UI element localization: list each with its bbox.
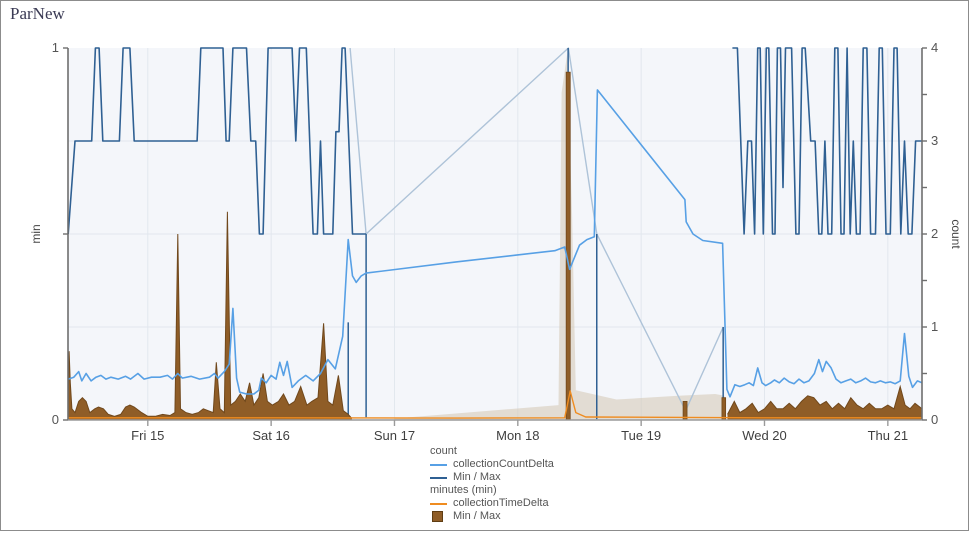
x-tick-label: Thu 21 [868,428,908,443]
x-tick-label: Sun 17 [374,428,415,443]
legend-group-header: count [430,445,457,457]
series-collectionCountDelta [67,89,923,398]
series-minutes-minmax-left [68,211,352,420]
y-right-tick-label: 4 [931,40,938,55]
series-count-minmax [67,47,367,235]
y-right-tick-label: 0 [931,412,938,427]
legend-item-label: collectionCountDelta [453,458,554,470]
legend-item: Min / Max [430,471,554,484]
legend-line-swatch [430,476,447,479]
legend-group-header: minutes (min) [430,484,497,496]
y-right-tick-label: 1 [931,319,938,334]
x-tick-label: Sat 16 [252,428,290,443]
series-minutes-minmax-right [727,386,922,420]
x-tick-label: Fri 15 [131,428,164,443]
chart-legend: count collectionCountDelta Min / Max minute… [430,445,554,523]
timeseries-chart[interactable]: 0 1 0 1 2 3 4 Fri 15 Sat 16 Sun 17 Mon 18 Tue 19 Wed… [0,0,969,460]
x-tick-label: Mon 18 [496,428,539,443]
chart-title: ParNew [10,4,65,23]
y-right-tick-label: 3 [931,133,938,148]
legend-item: collectionTimeDelta [430,497,554,510]
legend-item-label: Min / Max [453,510,501,522]
legend-item-label: Min / Max [453,471,501,483]
series-count-minmax [732,47,922,235]
y-right-axis-title: count [949,219,963,249]
legend-item-label: collectionTimeDelta [453,497,549,509]
legend-line-swatch [430,463,447,466]
series-minutes-minmax-bars-bar [565,71,571,421]
series-minutes-minmax-bars-bar [721,397,727,421]
legend-line-swatch [430,502,447,505]
y-right-tick-label: 2 [931,226,938,241]
x-tick-label: Wed 20 [742,428,787,443]
legend-item: Min / Max [430,510,554,523]
series-minutes-minmax-left-edge [67,211,353,419]
y-left-tick-label: 0 [52,412,59,427]
legend-square-swatch [432,511,443,522]
y-left-tick-label: 1 [52,40,59,55]
series-minutes-minmax-sparse-band [394,53,726,420]
series-minutes-minmax-right-edge [727,384,923,415]
x-tick-label: Tue 19 [621,428,661,443]
series-collectionTimeDelta [68,390,922,419]
legend-item: collectionCountDelta [430,458,554,471]
y-left-axis-title: min [29,224,43,243]
series-count-minmax-sparse [349,47,724,412]
